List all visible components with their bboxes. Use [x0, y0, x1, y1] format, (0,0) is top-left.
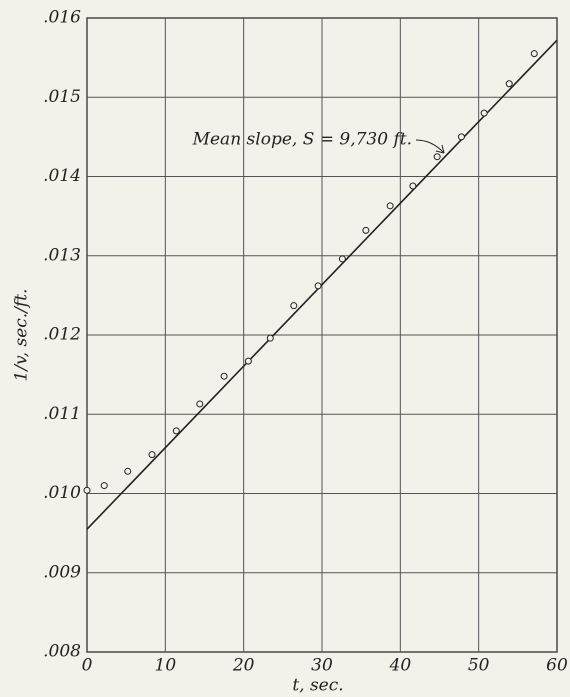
- data-point: [290, 302, 298, 310]
- data-point: [266, 334, 274, 342]
- x-tick-label: 50: [468, 656, 490, 676]
- x-axis-title: t, sec.: [292, 676, 343, 696]
- data-point: [362, 226, 370, 234]
- annotation: Mean slope, S = 9,730 ft.: [192, 130, 412, 150]
- y-tick-label: .010: [43, 483, 81, 503]
- y-tick-label: .012: [43, 325, 81, 345]
- data-point: [480, 109, 488, 117]
- data-point: [433, 153, 441, 161]
- arrow-head: [435, 144, 445, 154]
- data-point: [386, 202, 394, 210]
- y-tick-label: .014: [43, 166, 81, 186]
- x-tick-label: 60: [546, 656, 568, 676]
- y-tick-label: .013: [43, 245, 81, 265]
- data-point: [148, 451, 156, 459]
- data-point: [220, 372, 228, 380]
- y-tick-label: .016: [43, 8, 81, 28]
- y-tick-label: .015: [43, 87, 81, 107]
- y-tick-label: .009: [43, 562, 81, 582]
- x-tick-label: 40: [389, 656, 412, 676]
- data-point: [530, 50, 538, 58]
- x-tick-label: 20: [232, 656, 255, 676]
- y-tick-label: .011: [43, 404, 81, 424]
- fit-line: [86, 39, 558, 530]
- annotation-arrow: [415, 139, 445, 154]
- data-point: [83, 486, 91, 494]
- y-axis-title: 1/v, sec./ft.: [12, 289, 32, 382]
- x-tick-label: 10: [155, 656, 177, 676]
- data-point: [124, 467, 132, 475]
- data-point: [172, 427, 180, 435]
- data-point: [196, 400, 204, 408]
- x-tick-label: 30: [311, 656, 333, 676]
- y-tick-label: .008: [43, 642, 81, 662]
- data-point: [338, 255, 346, 263]
- x-tick-label: 0: [82, 656, 93, 676]
- data-point: [314, 282, 322, 290]
- data-point: [100, 482, 108, 490]
- data-point: [505, 80, 513, 88]
- data-point: [409, 182, 417, 190]
- data-point: [457, 133, 465, 141]
- data-point: [244, 357, 252, 365]
